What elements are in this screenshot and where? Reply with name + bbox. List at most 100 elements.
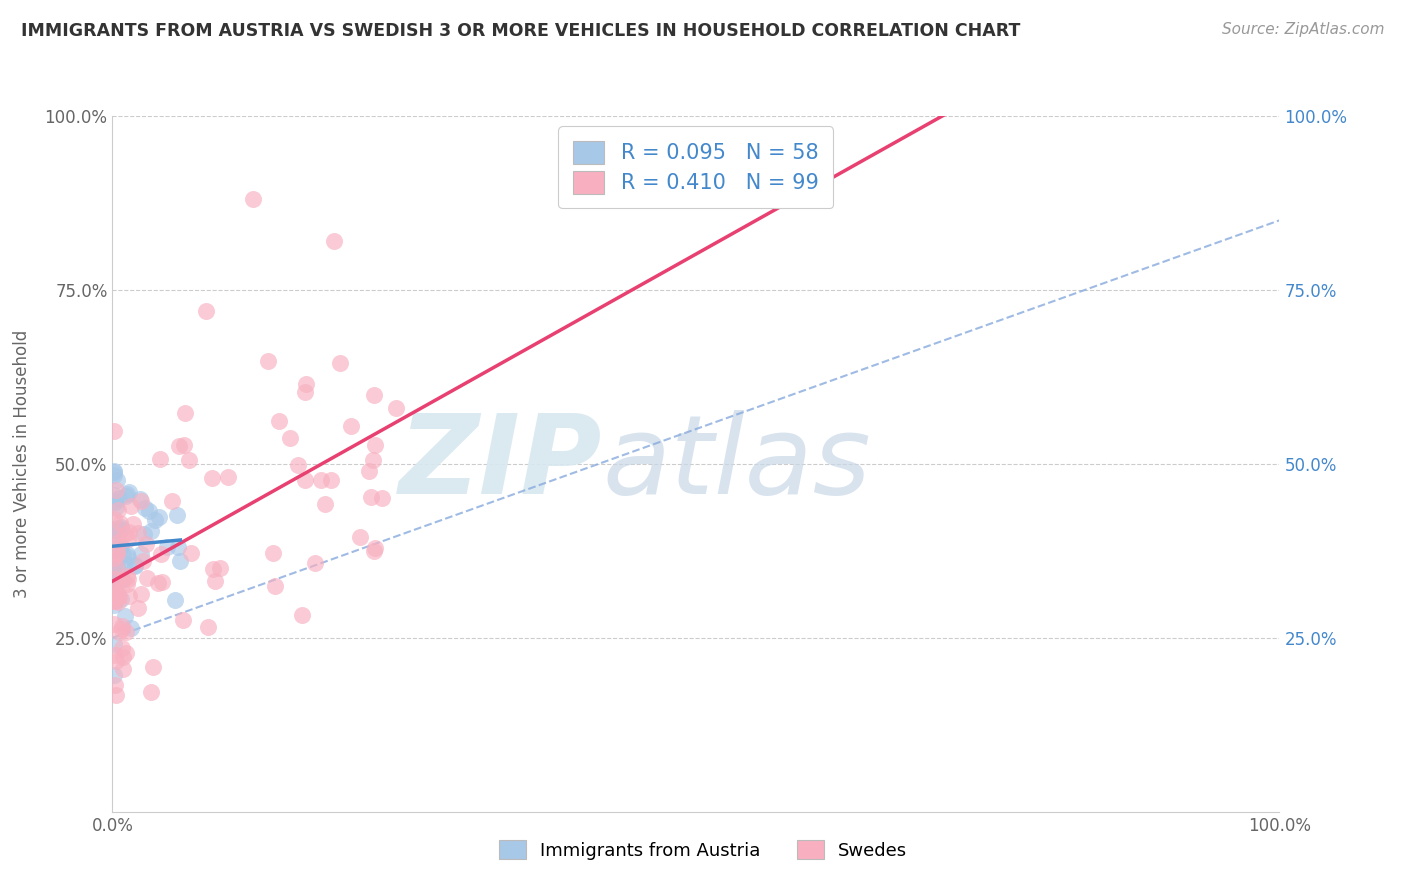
Point [105,473,128,487]
Point [127,526,149,541]
Point [117,550,139,565]
Point [105,483,128,498]
Point [104,523,127,537]
Point [149,548,172,562]
Point [104,677,127,691]
Point [114,526,136,541]
Point [110,522,132,536]
Point [104,495,127,509]
Point [160,494,183,508]
Point [108,491,131,505]
Point [124,559,146,574]
Point [107,595,129,609]
Point [177,453,200,467]
Point [108,538,131,552]
Point [129,493,152,508]
Point [129,547,152,561]
Point [111,622,134,636]
Point [120,621,142,635]
Point [314,497,336,511]
Text: IMMIGRANTS FROM AUSTRIA VS SWEDISH 3 OR MORE VEHICLES IN HOUSEHOLD CORRELATION C: IMMIGRANTS FROM AUSTRIA VS SWEDISH 3 OR … [21,22,1021,40]
Point [104,500,127,514]
Point [115,577,138,591]
Point [103,562,125,576]
Point [112,548,135,562]
Point [129,491,152,506]
Point [201,471,224,485]
Point [371,491,394,505]
Point [111,662,134,676]
Point [129,587,152,601]
Text: atlas: atlas [603,410,872,517]
Point [121,517,143,532]
Point [105,527,128,541]
Point [363,388,385,402]
Point [103,424,125,438]
Point [103,584,125,599]
Point [152,574,174,589]
Point [323,234,346,248]
Point [103,512,125,526]
Point [103,593,125,607]
Point [108,590,131,604]
Point [107,521,129,535]
Point [364,438,387,452]
Point [173,406,195,420]
Point [107,502,129,516]
Point [107,542,129,557]
Point [132,526,155,541]
Point [103,573,125,587]
Point [115,487,138,501]
Point [104,580,127,594]
Point [105,560,128,574]
Point [103,522,125,536]
Point [363,544,385,558]
Point [117,532,139,546]
Point [111,640,134,655]
Point [148,510,170,524]
Point [173,438,195,452]
Point [103,488,125,502]
Point [309,473,332,487]
Point [204,574,226,589]
Point [132,554,155,568]
Point [115,625,138,640]
Point [135,536,157,550]
Point [104,494,127,508]
Point [357,464,380,478]
Point [139,685,162,699]
Point [103,468,125,483]
Point [364,541,387,555]
Point [104,648,127,662]
Point [108,625,131,640]
Point [107,587,129,601]
Point [340,419,363,434]
Point [165,593,187,607]
Point [104,534,127,549]
Point [194,303,217,318]
Point [148,576,170,591]
Point [264,579,287,593]
Point [127,600,149,615]
Point [110,591,132,606]
Point [118,589,141,603]
Point [104,549,127,563]
Point [103,598,125,612]
Point [108,535,131,549]
Point [385,401,408,416]
Point [287,458,309,472]
Point [304,556,326,570]
Point [149,452,172,467]
Point [107,562,129,576]
Point [105,587,128,601]
Point [103,550,125,565]
Point [104,594,127,608]
Point [115,568,138,582]
Point [103,581,125,595]
Point [103,523,125,537]
Point [103,616,125,631]
Point [120,499,142,513]
Text: Source: ZipAtlas.com: Source: ZipAtlas.com [1222,22,1385,37]
Point [217,470,239,484]
Point [167,439,190,453]
